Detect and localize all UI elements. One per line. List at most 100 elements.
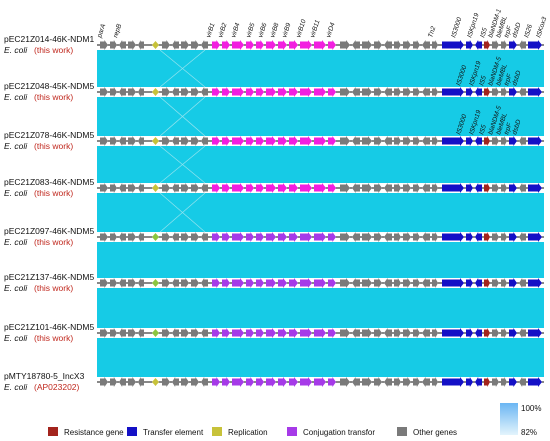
gene-arrow [289,87,298,97]
gene-arrow [352,278,360,288]
gene-arrow [509,377,517,387]
plasmid-host: E. coli [4,333,28,343]
gene-arrow [422,278,430,288]
gene-arrow [201,328,208,338]
gene-arrow [519,136,526,146]
gene-arrow [509,136,517,146]
plasmid-tracks [97,40,544,387]
gene-arrow [246,328,254,338]
gene-arrow [181,278,189,288]
gene-arrow [484,40,490,50]
gene-arrow [422,40,430,50]
plasmid-source-note: (this work) [34,188,73,198]
gene-label: dsbD [511,119,522,136]
gene-arrow [403,87,411,97]
gene-label: virB9 [281,22,292,39]
gene-label: virB8 [269,22,280,39]
gene-arrow [403,40,411,50]
gene-arrow [162,377,170,387]
gene-arrow [413,183,420,193]
gene-arrow [300,278,312,288]
identity-band [97,97,544,136]
gene-arrow [509,87,517,97]
gene-arrow [501,87,507,97]
gene-arrow [119,87,126,97]
gene-arrow [266,377,276,387]
gene-label: repB [112,23,123,39]
gene-arrow [422,328,430,338]
gene-arrow [119,40,126,50]
gene-arrow [100,87,108,97]
gene-arrow [191,183,199,193]
gene-arrow [100,40,108,50]
gene-arrow [138,87,144,97]
gene-arrow [162,232,170,242]
gene-arrow [110,328,117,338]
gene-arrow [232,87,244,97]
gene-arrow [384,377,392,387]
gene-arrow [314,40,326,50]
gene-arrow [413,136,420,146]
gene-arrow [119,328,126,338]
gene-label: trpF [503,24,514,38]
gene-arrow [442,40,464,50]
gene-arrow [191,328,199,338]
gene-arrow [300,328,312,338]
plasmid-track [97,232,544,242]
gene-arrow [289,136,298,146]
gene-arrow [162,87,170,97]
gene-label: virD4 [325,22,337,39]
identity-scale: 100% 82% [500,403,541,437]
legend-swatch [127,427,137,436]
gene-arrow [492,328,499,338]
gene-label: virB10 [295,18,308,38]
gene-arrow [528,183,542,193]
gene-arrow [394,183,401,193]
gene-arrow [191,136,199,146]
gene-label: virB4 [230,22,241,39]
plasmid-source-note: (this work) [34,283,73,293]
plasmid-name: pEC21Z048-45K-NDM5 [4,81,95,91]
legend-swatch [397,427,407,436]
gene-arrow [352,87,360,97]
gene-arrow [266,328,276,338]
gene-arrow [128,87,136,97]
plasmid-source-note: (this work) [34,45,73,55]
replication-gene [152,378,159,386]
gene-arrow [278,377,287,387]
gene-arrow [484,87,490,97]
gene-arrow [232,278,244,288]
plasmid-name: pEC21Z101-46K-NDM5 [4,322,95,332]
legend-swatch [287,427,297,436]
gene-arrow [492,183,499,193]
gene-arrow [442,183,464,193]
gene-arrow [289,377,298,387]
plasmid-host: E. coli [4,283,28,293]
gene-arrow [191,40,199,50]
replication-gene [152,41,159,49]
gene-arrow [384,136,392,146]
gene-arrow [328,183,336,193]
identity-band [97,242,544,278]
gene-arrow [484,232,490,242]
gene-label: dsbD [511,70,522,87]
gene-arrow [212,183,220,193]
gene-arrow [201,232,208,242]
gene-arrow [519,377,526,387]
legend-label: Transfer element [143,428,204,437]
gene-arrow [466,87,473,97]
gene-arrow [256,183,264,193]
gene-arrow [484,136,490,146]
gene-arrow [110,278,117,288]
gene-arrow [384,87,392,97]
gene-arrow [509,40,517,50]
gene-arrow [246,183,254,193]
gene-arrow [232,328,244,338]
gene-arrow [100,232,108,242]
gene-arrow [492,40,499,50]
gene-arrow [212,278,220,288]
gene-arrow [509,232,517,242]
gene-arrow [300,40,312,50]
gene-arrow [374,328,382,338]
gene-arrow [432,136,438,146]
